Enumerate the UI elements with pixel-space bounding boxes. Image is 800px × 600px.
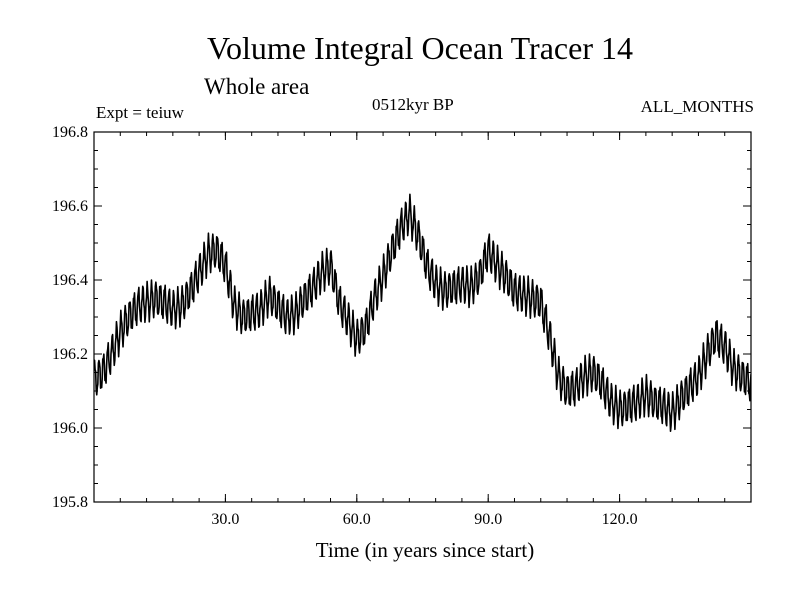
period-label: 0512kyr BP	[372, 95, 454, 114]
y-tick-label: 196.4	[52, 272, 88, 289]
y-tick-label: 195.8	[52, 494, 88, 511]
x-tick-label: 60.0	[343, 511, 371, 528]
plot-frame	[93, 131, 752, 503]
axis-layer: 195.8 196.0 196.2 196.4 196.6 196.8 30.0 60.0 90…	[52, 124, 752, 528]
x-tick-label: 120.0	[602, 511, 638, 528]
experiment-label: Expt = teiuw	[96, 103, 184, 122]
y-tick-label: 196.8	[52, 124, 88, 141]
x-tick-label: 90.0	[474, 511, 502, 528]
months-label: ALL_MONTHS	[640, 97, 754, 116]
y-tick-label: 196.6	[52, 198, 88, 215]
series-line-0	[94, 193, 751, 432]
chart-title: Volume Integral Ocean Tracer 14	[207, 30, 633, 66]
chart-subtitle: Whole area	[204, 74, 310, 99]
y-tick-label: 196.0	[52, 420, 88, 437]
x-axis-label: Time (in years since start)	[315, 538, 535, 562]
y-tick-label: 196.2	[52, 346, 88, 363]
series-layer	[94, 193, 751, 432]
x-tick-label: 30.0	[211, 511, 239, 528]
